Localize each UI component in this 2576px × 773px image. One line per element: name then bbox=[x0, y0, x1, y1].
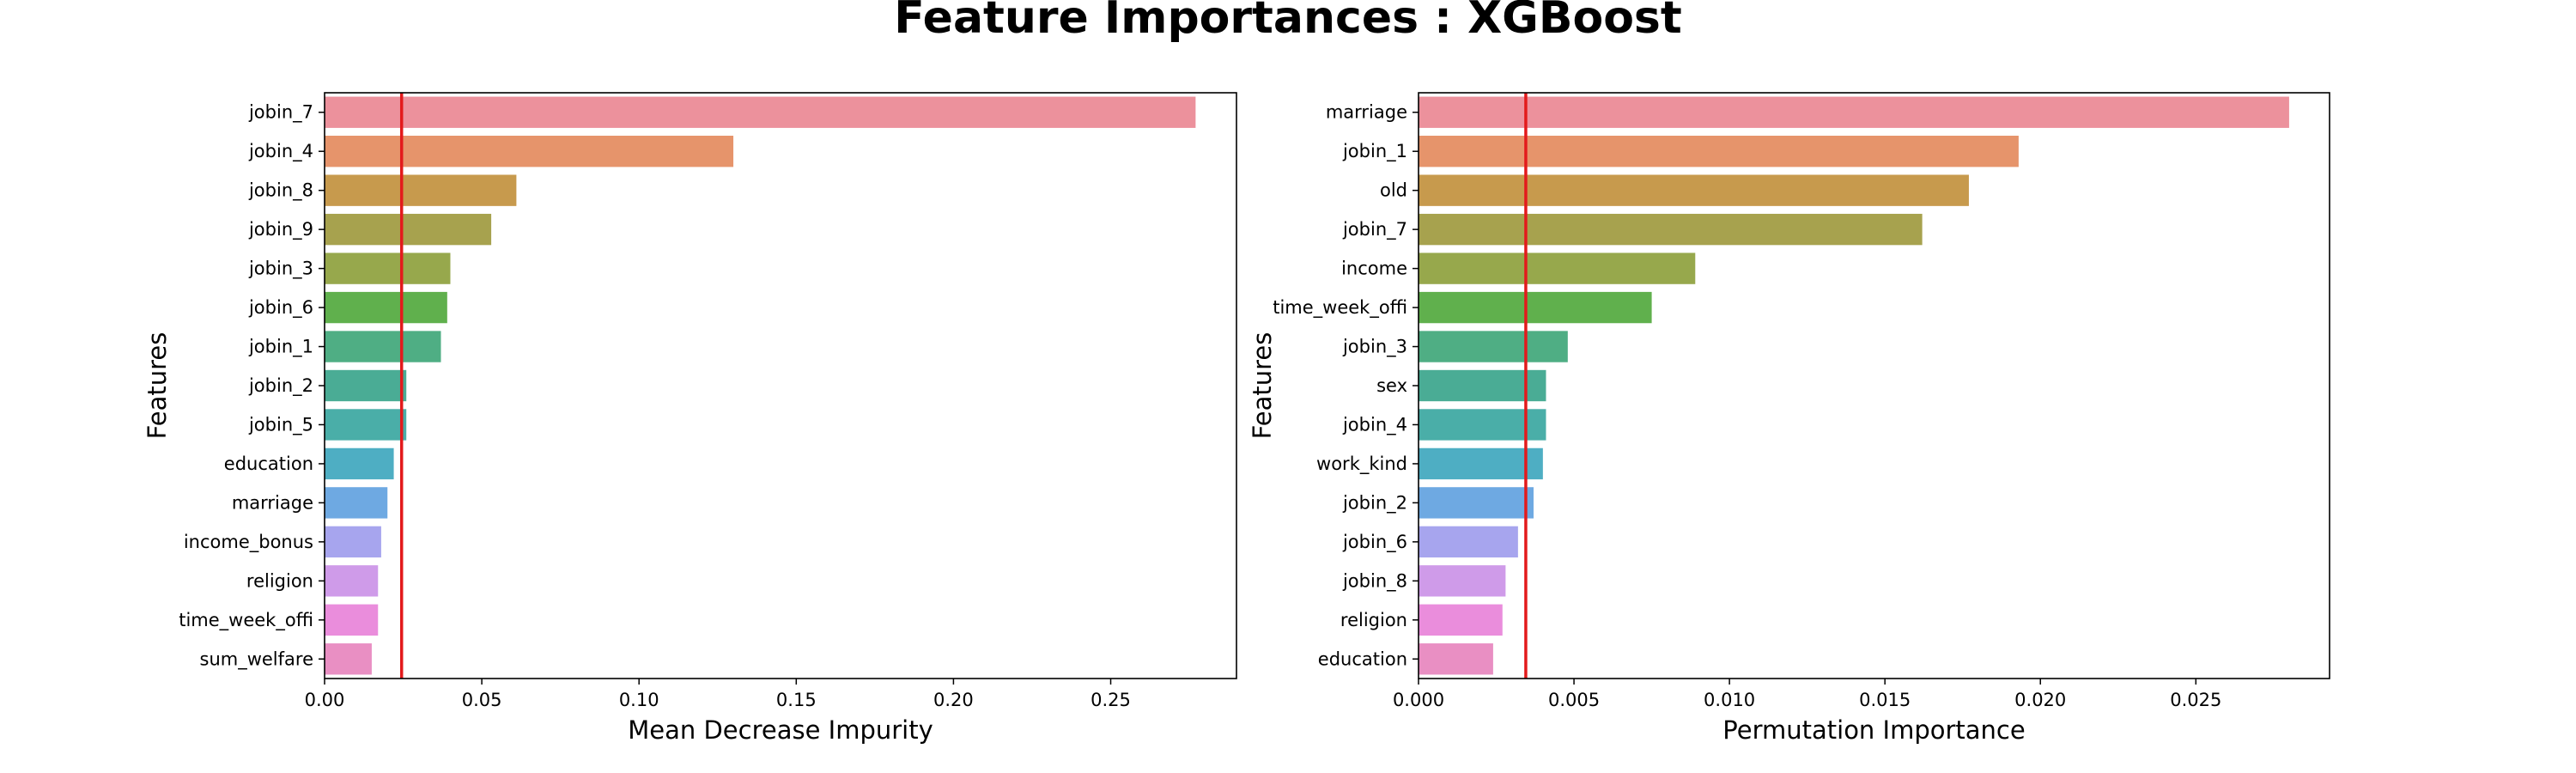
bar-sum-welfare bbox=[325, 643, 372, 675]
bar-religion bbox=[1419, 604, 1503, 636]
bar-income bbox=[1419, 253, 1696, 284]
y-tick-label: education bbox=[224, 453, 313, 474]
x-tick-label: 0.010 bbox=[1704, 690, 1755, 710]
y-axis-label: Features bbox=[143, 332, 172, 440]
y-tick-label: jobin_7 bbox=[248, 102, 313, 124]
y-tick-label: sum_welfare bbox=[200, 648, 314, 670]
bar-jobin-2 bbox=[1419, 487, 1534, 519]
bar-time-week-offi bbox=[1419, 291, 1652, 324]
bar-marriage bbox=[1419, 96, 2289, 128]
y-tick-label: jobin_5 bbox=[248, 414, 313, 435]
mdi-chart-panel: jobin_7 jobin_4 jobin_8 jobin_9 jobin_3jobin… bbox=[143, 92, 1237, 745]
y-tick-label: education bbox=[1318, 648, 1407, 669]
y-tick-label: work_kind bbox=[1316, 453, 1407, 475]
bar-jobin-6 bbox=[1419, 526, 1518, 558]
y-tick-label: jobin_6 bbox=[248, 297, 313, 319]
y-axis-label: Features bbox=[1248, 332, 1277, 440]
bar-old bbox=[1419, 174, 1969, 206]
bar-jobin-8 bbox=[1419, 565, 1506, 597]
y-tick-label: jobin_1 bbox=[1342, 141, 1407, 162]
y-tick-label: jobin_2 bbox=[1342, 492, 1407, 514]
x-tick-label: 0.10 bbox=[619, 690, 659, 710]
x-tick-label: 0.020 bbox=[2014, 690, 2066, 710]
bar-jobin-3 bbox=[1419, 331, 1568, 362]
bar-jobin-8 bbox=[325, 174, 517, 206]
bar-jobin-4 bbox=[325, 136, 734, 167]
y-tick-label: jobin_8 bbox=[1342, 570, 1407, 592]
x-tick-label: 0.005 bbox=[1548, 690, 1600, 710]
bar-jobin-2 bbox=[325, 369, 407, 402]
x-tick-label: 0.20 bbox=[933, 690, 974, 710]
bar-jobin-7 bbox=[1419, 213, 1923, 246]
y-tick-label: jobin_3 bbox=[1342, 337, 1407, 358]
x-tick-label: 0.015 bbox=[1859, 690, 1911, 710]
bar-education bbox=[1419, 643, 1493, 675]
y-tick-label: religion bbox=[246, 570, 313, 591]
bar-work-kind bbox=[1419, 447, 1543, 480]
y-tick-label: sex bbox=[1376, 375, 1407, 396]
axes-frame bbox=[324, 92, 1237, 679]
bar-jobin-9 bbox=[325, 213, 492, 246]
bar-jobin-5 bbox=[325, 409, 407, 441]
y-tick-label: jobin_3 bbox=[248, 259, 313, 280]
x-tick-label: 0.15 bbox=[776, 690, 817, 710]
x-axis-label: Permutation Importance bbox=[1722, 715, 2025, 745]
y-tick-label: jobin_1 bbox=[248, 337, 313, 358]
bar-jobin-1 bbox=[325, 331, 441, 362]
y-tick-label: marriage bbox=[1326, 102, 1407, 123]
bar-jobin-7 bbox=[325, 96, 1196, 128]
y-tick-label: jobin_7 bbox=[1342, 219, 1407, 240]
x-tick-label: 0.025 bbox=[2170, 690, 2221, 710]
y-tick-label: religion bbox=[1340, 610, 1407, 630]
y-tick-label: jobin_4 bbox=[248, 141, 313, 162]
bar-religion bbox=[325, 565, 379, 597]
x-axis-label: Mean Decrease Impurity bbox=[628, 715, 933, 745]
bar-time-week-offi bbox=[325, 604, 379, 636]
x-tick-label: 0.00 bbox=[305, 690, 345, 710]
y-tick-label: time_week_offi bbox=[1273, 297, 1407, 319]
y-tick-label: time_week_offi bbox=[179, 610, 313, 631]
y-tick-label: jobin_9 bbox=[248, 219, 313, 240]
y-tick-label: income_bonus bbox=[184, 532, 313, 553]
bar-marriage bbox=[325, 487, 388, 519]
bar-income-bonus bbox=[325, 526, 381, 558]
figure-title: Feature Importances : XGBoost bbox=[894, 0, 1681, 44]
bar-education bbox=[325, 447, 394, 480]
x-tick-label: 0.25 bbox=[1091, 690, 1131, 710]
bar-jobin-6 bbox=[325, 291, 447, 324]
y-tick-label: jobin_2 bbox=[248, 375, 313, 397]
y-tick-label: marriage bbox=[232, 492, 313, 513]
y-tick-label: income bbox=[1341, 259, 1407, 279]
axes-frame bbox=[1418, 92, 2330, 679]
bar-jobin-3 bbox=[325, 253, 451, 284]
y-tick-label: jobin_8 bbox=[248, 180, 313, 202]
x-tick-label: 0.000 bbox=[1393, 690, 1444, 710]
x-tick-label: 0.05 bbox=[462, 690, 502, 710]
y-tick-label: jobin_4 bbox=[1342, 414, 1407, 435]
y-tick-label: jobin_6 bbox=[1342, 532, 1407, 553]
y-tick-label: old bbox=[1380, 180, 1407, 201]
bar-jobin-1 bbox=[1419, 136, 2019, 167]
